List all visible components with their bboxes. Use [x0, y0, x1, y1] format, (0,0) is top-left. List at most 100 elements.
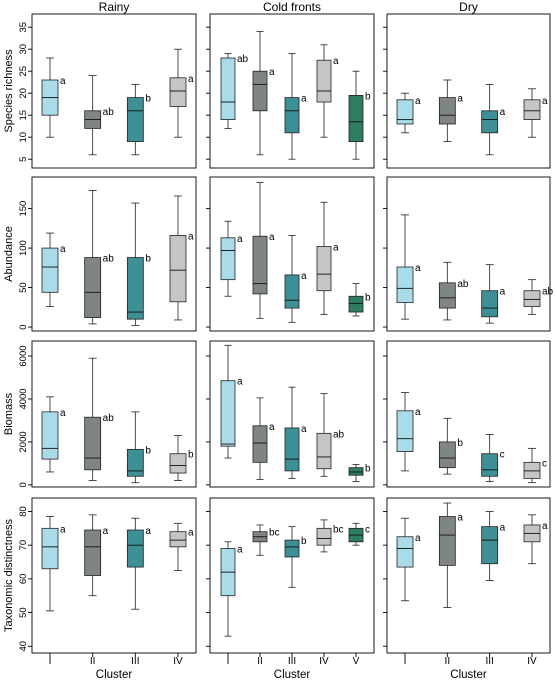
box-cluster-IV: ab [523, 279, 554, 315]
box-iqr [84, 529, 102, 576]
box-cluster-II: b [438, 417, 463, 475]
box-iqr [523, 99, 541, 121]
significance-letter: b [145, 254, 151, 265]
y-tick-label: 50 [18, 282, 29, 293]
box-cluster-III: b [126, 84, 151, 156]
significance-letter: a [60, 408, 66, 419]
significance-letter: b [188, 450, 194, 461]
box-cluster-III: b [126, 411, 151, 484]
y-tick-label: 30 [18, 44, 29, 55]
panel-frame [209, 340, 375, 488]
significance-letter: c [365, 524, 370, 535]
y-tick-label: 10 [18, 132, 29, 143]
box-iqr [348, 295, 364, 313]
significance-letter: a [457, 513, 463, 524]
significance-letter: a [457, 94, 463, 105]
box-iqr [169, 77, 187, 107]
box-cluster-V: b [348, 464, 371, 483]
box-iqr [41, 527, 59, 570]
box-cluster-IV: c [523, 447, 547, 484]
box-iqr [252, 70, 268, 112]
box-cluster-III: a [284, 386, 307, 479]
significance-letter: a [415, 96, 421, 107]
panel-dry-species-richness: a a a a [383, 13, 551, 169]
box-iqr [41, 411, 59, 460]
box-iqr [284, 274, 300, 309]
significance-letter: ab [103, 107, 115, 118]
box-cluster-I: a [220, 220, 243, 297]
panel-frame [31, 13, 197, 169]
box-cluster-II: a [438, 502, 463, 608]
panel-frame [386, 497, 551, 654]
significance-letter: bc [333, 524, 344, 535]
significance-letter: a [542, 521, 548, 532]
significance-letter: a [333, 56, 339, 67]
significance-letter: a [237, 234, 243, 245]
y-tick-label: 60 [18, 574, 29, 585]
box-cluster-I: a [396, 392, 421, 472]
box-iqr [396, 410, 414, 452]
box-cluster-V: b [348, 70, 371, 160]
significance-letter: c [542, 458, 547, 469]
box-iqr [396, 99, 414, 125]
box-cluster-IV: a [169, 522, 194, 571]
panel-cold-fronts-abundance: a a a a b [206, 176, 375, 332]
y-tick-label: 5 [18, 157, 29, 162]
significance-letter: a [188, 231, 194, 242]
box-cluster-V: c [348, 522, 370, 546]
x-tick-label: II [90, 656, 96, 667]
x-tick-label: V [353, 656, 360, 667]
box-iqr [316, 432, 332, 470]
box-iqr [169, 235, 187, 303]
x-axis-label: Cluster [450, 669, 487, 681]
box-cluster-III: c [481, 433, 505, 483]
significance-letter: a [269, 232, 275, 243]
panel-frame [386, 13, 551, 169]
box-iqr [481, 110, 499, 134]
box-cluster-I: a [220, 541, 243, 637]
significance-letter: a [269, 422, 275, 433]
box-iqr [348, 467, 364, 476]
y-tick-label: 25 [18, 66, 29, 77]
y-axis-label: Biomass [3, 392, 15, 435]
box-cluster-I: a [41, 232, 66, 307]
box-cluster-I: a [396, 214, 421, 320]
significance-letter: a [237, 377, 243, 388]
box-cluster-I: a [41, 516, 66, 612]
box-cluster-II: ab [84, 190, 115, 325]
significance-letter: a [188, 74, 194, 85]
significance-letter: a [301, 271, 307, 282]
box-iqr [284, 539, 300, 558]
box-iqr [84, 257, 102, 318]
box-iqr [438, 97, 456, 125]
significance-letter: a [269, 67, 275, 78]
box-cluster-II: ab [438, 261, 469, 321]
x-tick-label: I [404, 656, 407, 667]
box-cluster-I: a [220, 344, 243, 459]
box-iqr [523, 290, 541, 307]
x-tick-label: IV [173, 656, 183, 667]
significance-letter: ab [103, 254, 115, 265]
y-tick-label: 80 [18, 506, 29, 517]
box-cluster-IV: a [316, 44, 339, 138]
box-cluster-I: a [41, 396, 66, 473]
box-iqr [220, 380, 236, 447]
significance-letter: a [500, 287, 506, 298]
significance-letter: a [103, 526, 109, 537]
box-iqr [126, 97, 144, 142]
x-axis-label: Cluster [274, 669, 311, 681]
y-tick-label: 70 [18, 540, 29, 551]
box-iqr [126, 257, 144, 320]
significance-letter: ab [237, 54, 249, 65]
y-tick-label: 50 [18, 607, 29, 618]
box-iqr [252, 235, 268, 295]
x-tick-label: IV [319, 656, 329, 667]
y-tick-label: 100 [18, 240, 29, 256]
panel-frame [31, 176, 197, 332]
box-cluster-IV: a [169, 48, 194, 138]
box-cluster-II: ab [84, 357, 114, 481]
panel-dry-taxonomic-distinctness: a Ia II a III a IV [383, 497, 551, 667]
y-tick-label: 0 [18, 324, 29, 329]
panel-frame [386, 176, 551, 332]
x-tick-label: II [445, 656, 451, 667]
